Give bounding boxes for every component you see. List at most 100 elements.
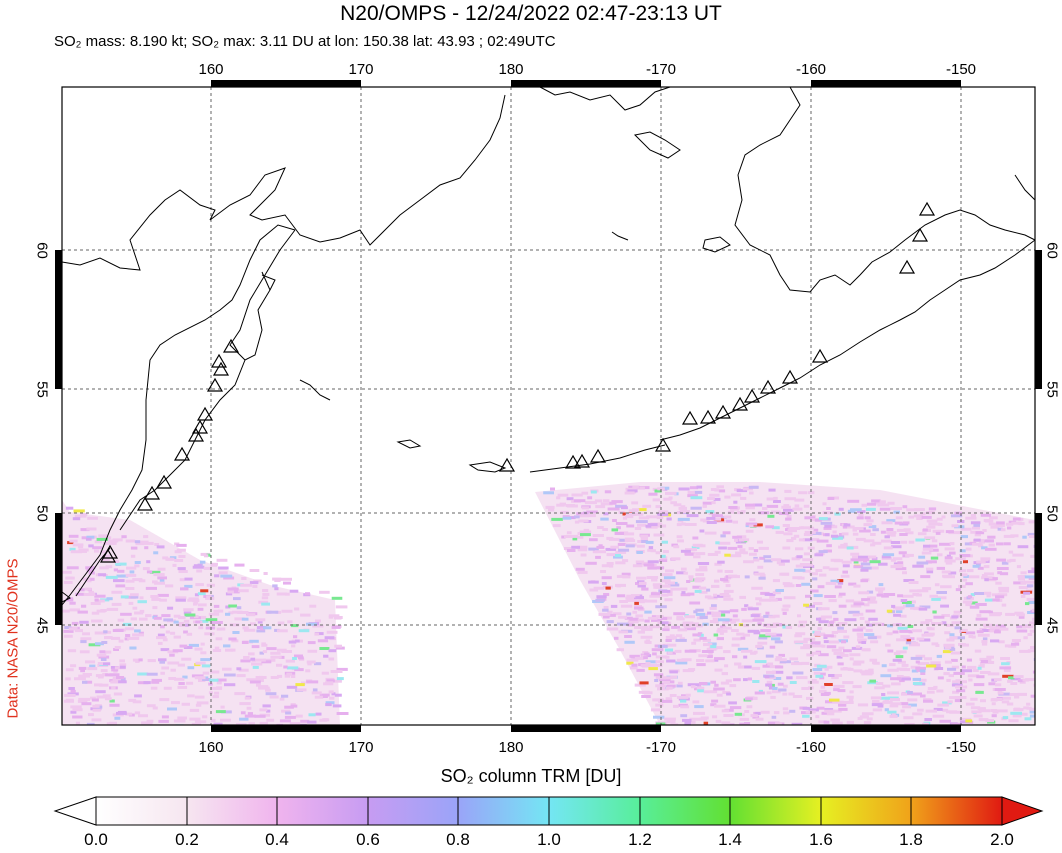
so2-pixel [634, 606, 644, 610]
so2-pixel [884, 535, 890, 539]
so2-pixel [610, 545, 619, 549]
so2-pixel [1003, 542, 1011, 546]
so2-pixel [236, 667, 242, 671]
so2-pixel [617, 543, 627, 546]
so2-pixel [159, 660, 165, 664]
so2-pixel [744, 604, 749, 608]
so2-swath-right [535, 482, 1035, 725]
so2-pixel [886, 531, 897, 535]
so2-pixel [647, 523, 658, 527]
so2-pixel [100, 658, 107, 661]
so2-pixel [992, 710, 999, 714]
so2-pixel [279, 719, 291, 723]
so2-pixel [868, 617, 878, 621]
so2-pixel [895, 516, 903, 520]
so2-pixel [885, 643, 891, 647]
so2-pixel [543, 491, 554, 495]
so2-pixel [700, 716, 709, 720]
so2-pixel [684, 721, 691, 725]
so2-pixel [657, 524, 667, 528]
so2-pixel [643, 656, 648, 660]
so2-pixel [857, 638, 867, 642]
so2-pixel [922, 528, 928, 532]
so2-pixel [684, 523, 697, 526]
so2-pixel [1024, 575, 1035, 579]
so2-pixel [660, 556, 668, 560]
so2-pixel [984, 539, 994, 543]
so2-pixel [783, 596, 796, 600]
so2-pixel [103, 542, 115, 545]
so2-pixel [654, 489, 662, 493]
so2-pixel [281, 709, 291, 713]
so2-pixel [96, 653, 107, 657]
so2-pixel [997, 593, 1008, 597]
so2-pixel [574, 515, 580, 519]
so2-pixel [683, 571, 688, 575]
so2-pixel [718, 610, 730, 614]
so2-pixel [857, 626, 866, 630]
so2-pixel [730, 507, 739, 511]
so2-pixel [739, 717, 750, 721]
so2-pixel [1034, 672, 1035, 676]
so2-pixel [702, 504, 707, 508]
so2-pixel [926, 519, 938, 523]
so2-pixel [606, 536, 614, 540]
so2-pixel [673, 704, 679, 708]
so2-pixel [988, 610, 993, 614]
so2-pixel [559, 502, 566, 506]
so2-pixel [748, 524, 754, 528]
so2-pixel [284, 674, 291, 678]
so2-pixel [789, 657, 799, 661]
so2-pixel [968, 635, 974, 638]
so2-pixel [688, 577, 694, 581]
so2-pixel [852, 555, 863, 559]
so2-pixel [153, 616, 162, 620]
so2-pixel [239, 702, 251, 706]
so2-pixel [915, 666, 926, 670]
so2-pixel [810, 641, 821, 645]
so2-pixel [939, 719, 951, 723]
so2-pixel [896, 610, 903, 613]
so2-pixel [694, 705, 704, 709]
so2-pixel [850, 604, 862, 608]
so2-pixel [820, 615, 832, 619]
so2-pixel [954, 525, 965, 529]
so2-pixel [615, 554, 622, 557]
so2-pixel [832, 674, 842, 677]
so2-pixel [110, 680, 119, 684]
so2-pixel [984, 572, 994, 576]
so2-pixel [906, 508, 918, 512]
so2-pixel [853, 600, 863, 604]
so2-pixel [972, 564, 980, 568]
so2-pixel [194, 593, 199, 597]
so2-pixel [724, 553, 731, 557]
so2-pixel [714, 704, 726, 708]
so2-pixel [823, 634, 834, 638]
so2-pixel [949, 710, 960, 714]
so2-pixel [984, 559, 990, 563]
so2-pixel [596, 545, 605, 549]
volcano-marker [206, 377, 224, 392]
so2-pixel [660, 593, 669, 597]
so2-pixel [213, 722, 223, 725]
so2-pixel [286, 672, 293, 676]
so2-pixel [824, 708, 834, 712]
so2-pixel [173, 635, 181, 639]
so2-pixel [145, 614, 152, 618]
so2-pixel [947, 700, 953, 704]
so2-pixel [918, 607, 928, 611]
so2-pixel [730, 620, 737, 624]
so2-pixel [225, 605, 231, 609]
so2-pixel [669, 694, 677, 697]
so2-pixel [652, 487, 661, 491]
so2-pixel [948, 531, 960, 535]
so2-pixel [984, 598, 993, 602]
so2-pixel [691, 641, 697, 645]
so2-pixel [837, 579, 844, 583]
so2-pixel [699, 529, 705, 533]
so2-pixel [965, 603, 972, 607]
so2-pixel [1013, 675, 1024, 679]
so2-pixel [586, 510, 598, 514]
so2-pixel [871, 499, 881, 503]
so2-pixel [1007, 526, 1012, 530]
